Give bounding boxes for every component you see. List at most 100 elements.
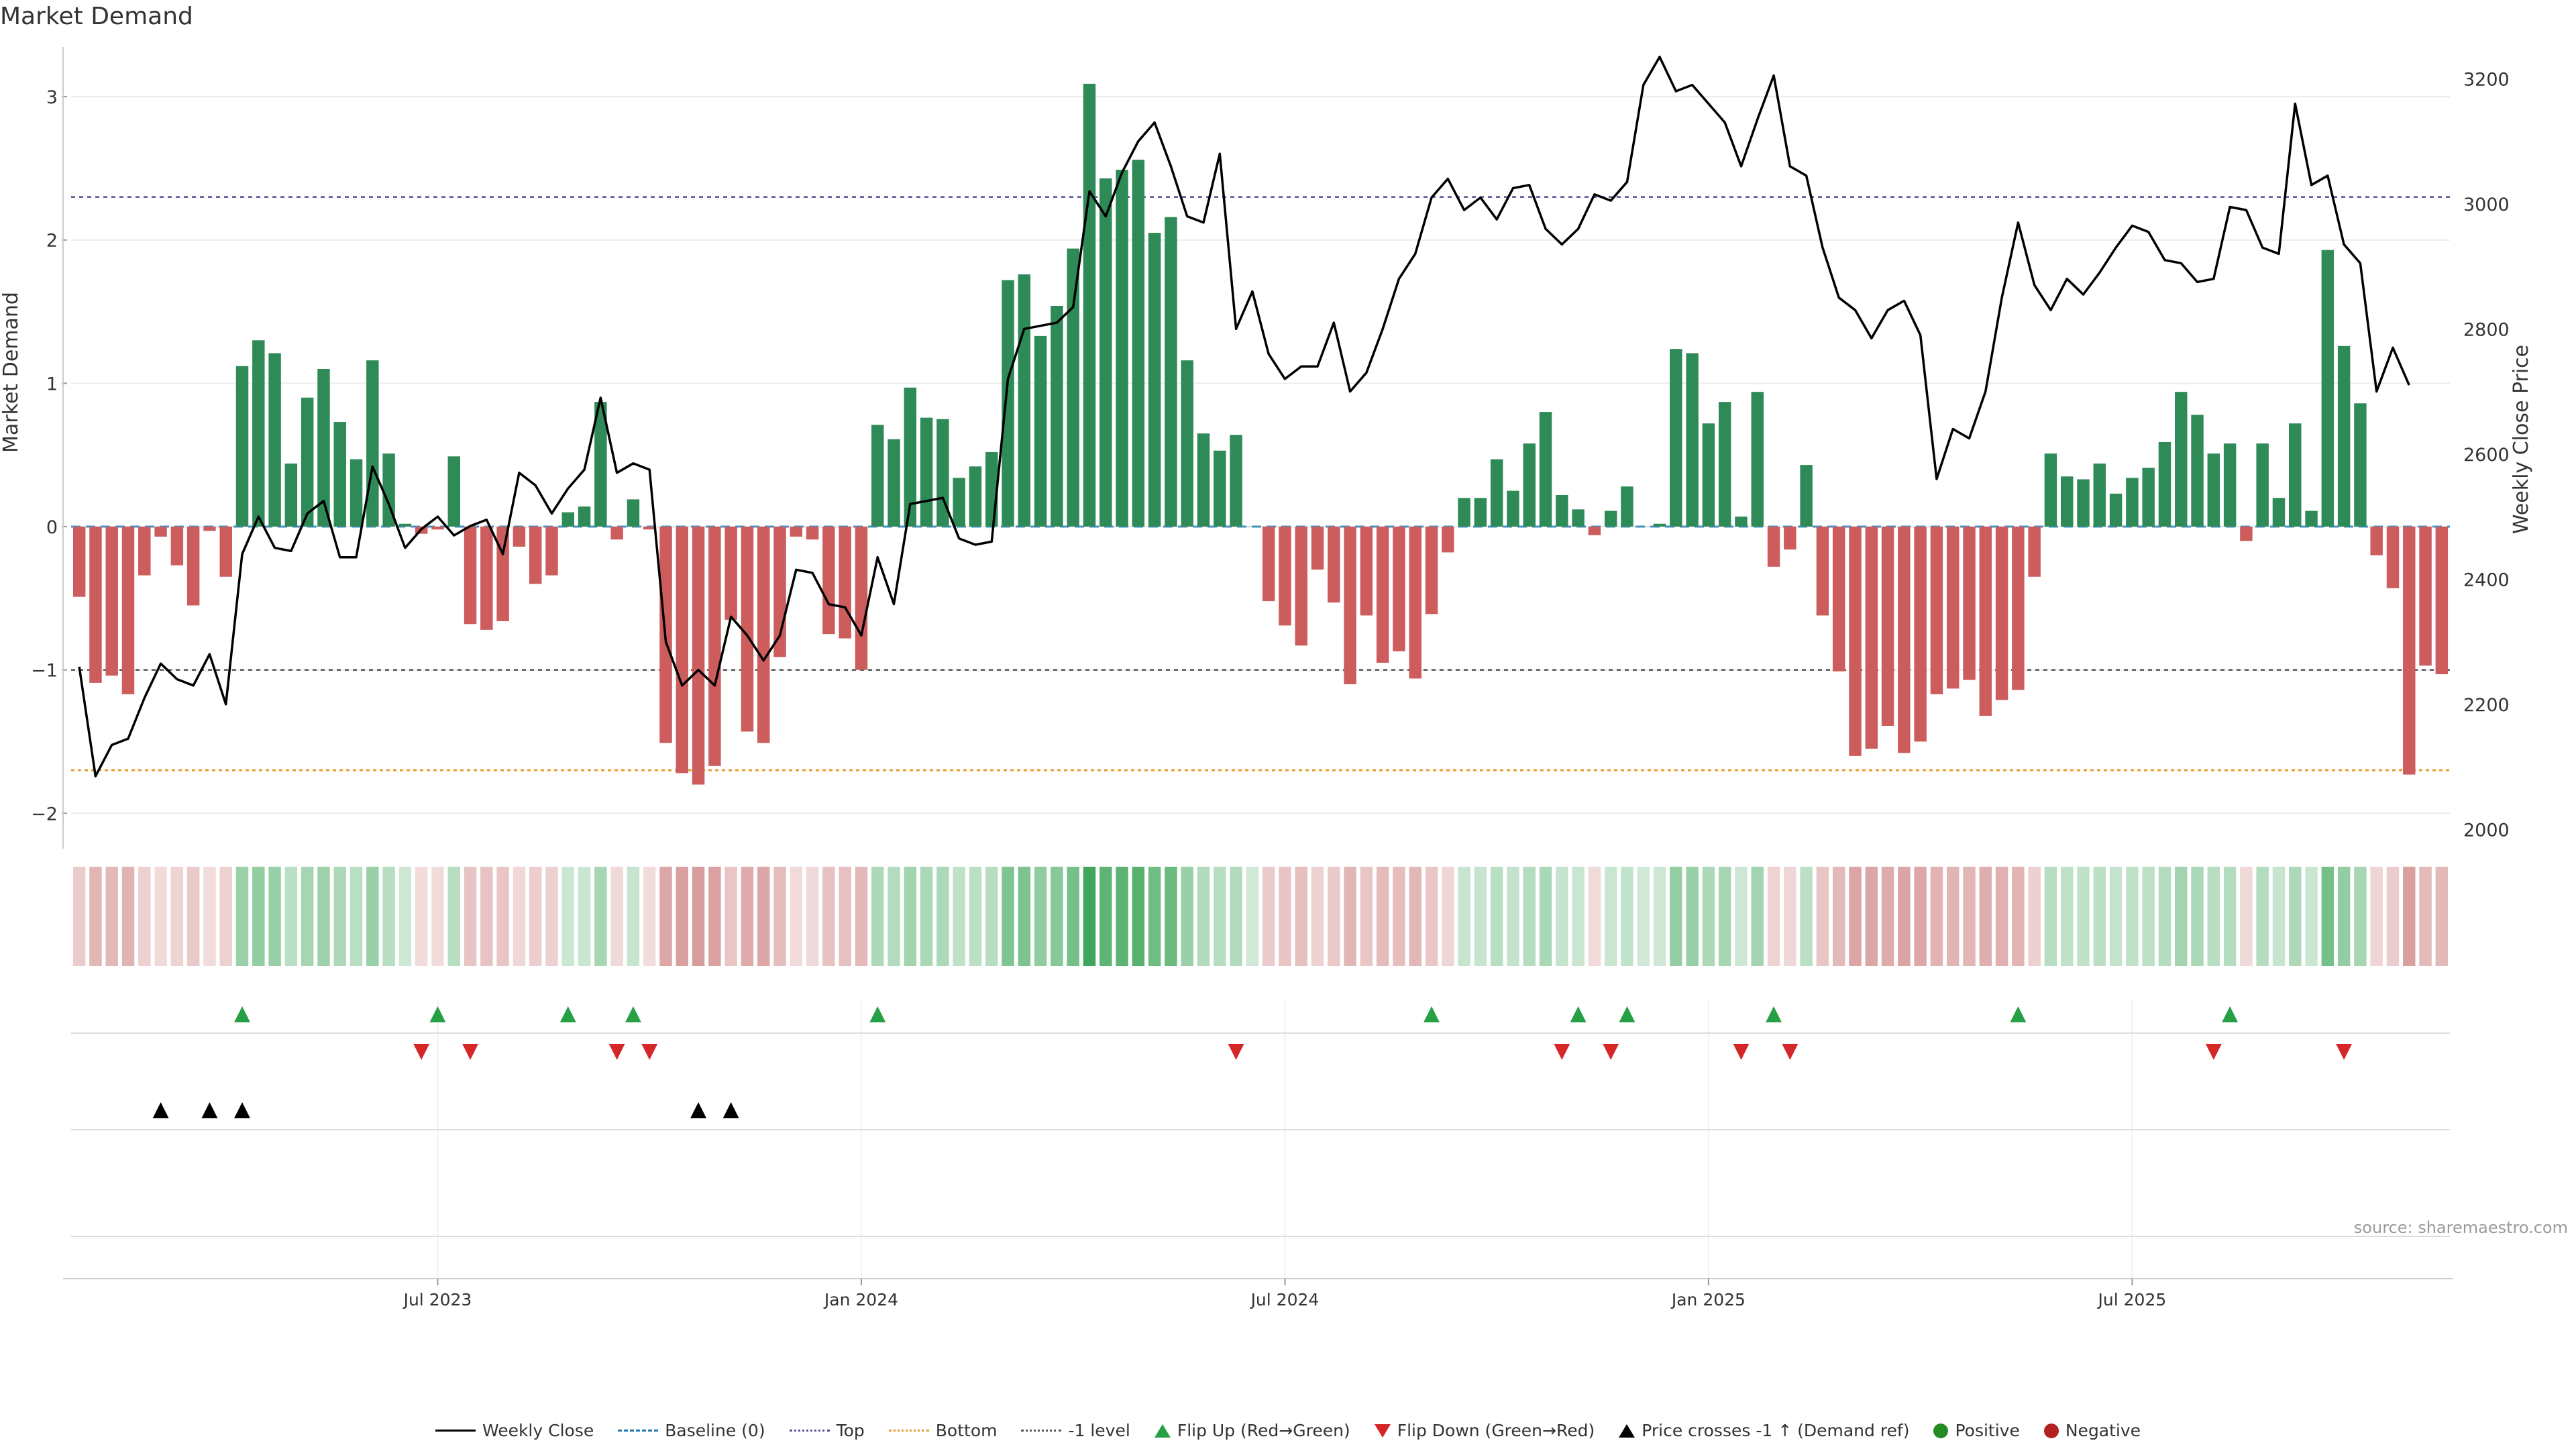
- demand-bars: [72, 83, 2449, 785]
- heat-cell: [790, 867, 803, 966]
- demand-bar: [350, 459, 363, 527]
- demand-bar: [708, 527, 721, 766]
- triangle-up-icon: [1619, 1424, 1635, 1438]
- heat-cell: [2256, 867, 2269, 966]
- demand-bar: [398, 523, 412, 527]
- demand-bar: [2272, 498, 2286, 527]
- heat-cell: [1116, 867, 1128, 966]
- heat-cell: [1328, 867, 1340, 966]
- demand-bar: [1832, 527, 1845, 672]
- demand-bar: [1849, 527, 1862, 756]
- demand-bar: [2044, 453, 2057, 527]
- flip-down-marker: [1603, 1044, 1619, 1060]
- source-attribution: source: sharemaestro.com: [2353, 1218, 2568, 1237]
- demand-bar: [1800, 465, 1813, 527]
- heat-cell: [105, 867, 118, 966]
- demand-bar: [1328, 527, 1340, 603]
- heat-cell: [1295, 867, 1307, 966]
- flip-down-marker: [2205, 1044, 2222, 1060]
- price-line-layer: [78, 55, 2410, 777]
- x-tick-label: Jul 2024: [1250, 1290, 1320, 1309]
- chart-legend: Weekly Close Baseline (0) Top Bottom -1 …: [0, 1421, 2576, 1440]
- demand-bar: [1067, 248, 1079, 527]
- demand-bar: [1458, 498, 1470, 527]
- demand-bar: [936, 419, 949, 527]
- dashed-swatch-icon: [618, 1430, 659, 1432]
- heat-cell: [1002, 867, 1014, 966]
- chart-title: Market Demand: [0, 3, 193, 30]
- heat-cell: [121, 867, 135, 966]
- demand-bar: [1490, 459, 1503, 527]
- price-cross-marker: [722, 1102, 739, 1118]
- heat-cell: [1914, 867, 1927, 966]
- triangle-down-icon: [1374, 1424, 1391, 1438]
- heat-cell: [610, 867, 623, 966]
- demand-bar: [2158, 441, 2171, 527]
- demand-bar: [1621, 486, 1633, 527]
- heat-cell: [235, 867, 249, 966]
- demand-bar: [1507, 490, 1519, 527]
- legend-bottom: Bottom: [888, 1421, 997, 1440]
- demand-bar: [1946, 527, 1960, 689]
- legend-label: Negative: [2065, 1421, 2141, 1440]
- demand-bar: [1767, 527, 1780, 567]
- demand-bar: [431, 527, 444, 530]
- heat-cell: [969, 867, 982, 966]
- flip-up-marker: [2010, 1006, 2027, 1022]
- heat-cell: [2191, 867, 2204, 966]
- legend-weekly-close: Weekly Close: [435, 1421, 594, 1440]
- demand-bar: [1816, 527, 1829, 616]
- legend-flip-down: Flip Down (Green→Red): [1374, 1421, 1595, 1440]
- heat-cell: [2044, 867, 2057, 966]
- heat-cell: [643, 867, 656, 966]
- heat-cell: [2305, 867, 2318, 966]
- heat-cell: [496, 867, 509, 966]
- demand-bar: [2435, 527, 2449, 675]
- demand-bar: [953, 478, 965, 527]
- demand-bar: [969, 466, 982, 527]
- heat-cell: [382, 867, 395, 966]
- heat-cell: [72, 867, 86, 966]
- demand-bar: [2175, 392, 2188, 527]
- dotted-swatch-icon: [888, 1430, 929, 1432]
- heat-cell: [659, 867, 672, 966]
- legend-label: Weekly Close: [482, 1421, 594, 1440]
- heat-cell: [2028, 867, 2041, 966]
- heat-cell: [985, 867, 998, 966]
- flip-up-marker: [2222, 1006, 2239, 1022]
- heat-cell: [2126, 867, 2139, 966]
- heat-cell: [1604, 867, 1617, 966]
- flip-down-marker: [1782, 1044, 1799, 1060]
- demand-bar: [578, 506, 591, 527]
- legend-label: -1 level: [1068, 1421, 1130, 1440]
- y-tick-label: −2: [31, 804, 58, 824]
- line-swatch-icon: [435, 1430, 476, 1432]
- heat-cell: [578, 867, 591, 966]
- heat-cell: [431, 867, 444, 966]
- demand-bar: [1132, 160, 1145, 527]
- heat-cell: [1360, 867, 1373, 966]
- demand-bar: [1165, 217, 1177, 527]
- heat-cell: [415, 867, 428, 966]
- heat-cell: [1507, 867, 1519, 966]
- demand-bar: [1539, 412, 1552, 527]
- demand-bar: [822, 527, 835, 635]
- demand-bar: [1995, 527, 2008, 700]
- heat-cell: [1718, 867, 1731, 966]
- heat-cell: [1621, 867, 1633, 966]
- grid-layer: [71, 96, 2450, 1279]
- demand-bar: [366, 360, 379, 527]
- flip-up-marker: [1424, 1006, 1440, 1022]
- heat-cell: [1686, 867, 1699, 966]
- flip-down-marker: [462, 1044, 479, 1060]
- demand-bar: [513, 527, 526, 547]
- demand-bar: [1735, 517, 1748, 527]
- heat-cell: [2337, 867, 2351, 966]
- y2-tick-label: 3000: [2463, 195, 2510, 215]
- legend-baseline: Baseline (0): [618, 1421, 765, 1440]
- heat-cell: [806, 867, 819, 966]
- heat-cell: [1051, 867, 1063, 966]
- demand-bar: [1360, 527, 1373, 616]
- heat-cell: [333, 867, 346, 966]
- demand-bar: [2093, 464, 2106, 527]
